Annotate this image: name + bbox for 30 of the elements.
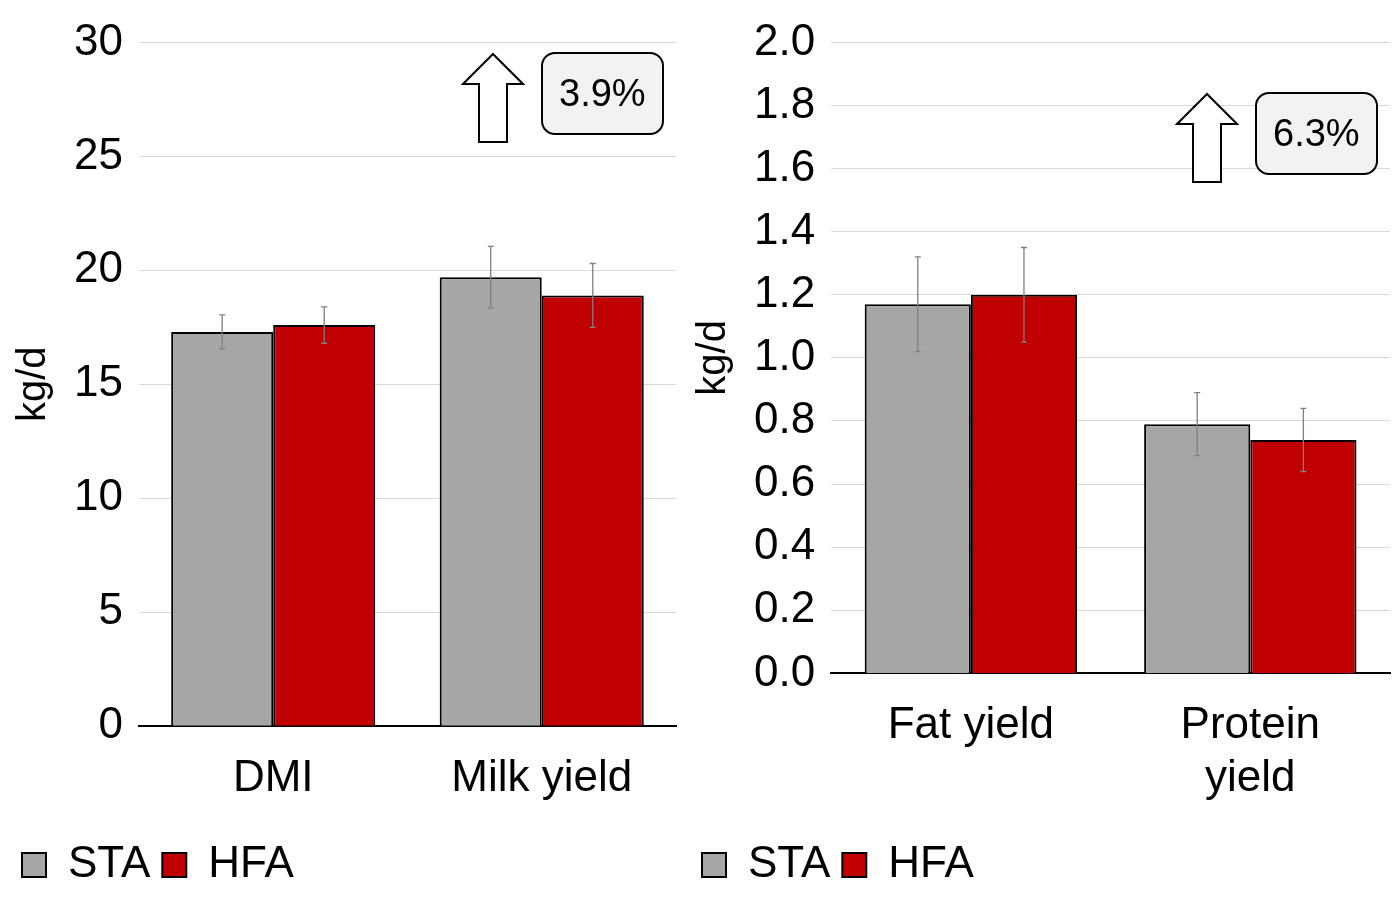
x-tick-label: Fat yield bbox=[887, 697, 1055, 747]
y-tick-label: 2.0 bbox=[753, 14, 816, 64]
legend-label: STA bbox=[748, 837, 831, 887]
y-tick-label: 10 bbox=[73, 470, 123, 520]
y-tick-label: 0 bbox=[98, 698, 123, 748]
y-axis-title: kg/d bbox=[689, 320, 734, 396]
annotation: 6.3% bbox=[1255, 92, 1378, 176]
legend-label: HFA bbox=[888, 837, 975, 887]
y-tick-label: 1.4 bbox=[753, 203, 816, 253]
y-tick-label: 0.2 bbox=[753, 582, 816, 632]
y-tick-label: 15 bbox=[73, 356, 123, 406]
y-tick-label: 0.8 bbox=[753, 393, 816, 443]
x-tick-label: Milk yield bbox=[451, 750, 633, 800]
y-tick-label: 1.2 bbox=[753, 266, 816, 316]
y-tick-label: 0.4 bbox=[753, 519, 816, 569]
x-tick-label: DMI bbox=[232, 750, 314, 800]
y-tick-label: 1.8 bbox=[753, 77, 816, 127]
legend-label: HFA bbox=[208, 837, 295, 887]
annotation: 3.9% bbox=[541, 52, 664, 136]
y-tick-label: 1.0 bbox=[753, 330, 816, 380]
x-tick-label: Protein yield bbox=[1180, 697, 1320, 800]
y-tick-label: 5 bbox=[98, 584, 123, 634]
y-tick-label: 20 bbox=[73, 242, 123, 292]
y-tick-label: 1.6 bbox=[753, 140, 816, 190]
y-tick-label: 0.6 bbox=[753, 456, 816, 506]
y-tick-label: 0.0 bbox=[753, 645, 816, 695]
y-tick-label: 25 bbox=[73, 128, 123, 178]
y-tick-label: 30 bbox=[73, 14, 123, 64]
legend-label: STA bbox=[68, 837, 151, 887]
y-axis-title: kg/d bbox=[9, 346, 54, 423]
